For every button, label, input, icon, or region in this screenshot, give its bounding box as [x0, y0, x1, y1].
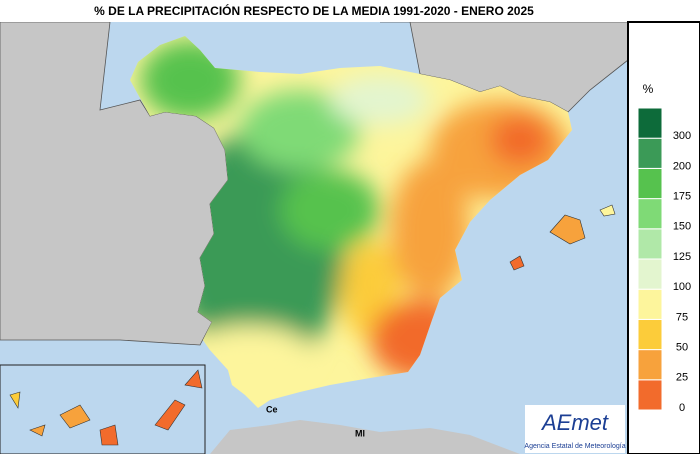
legend-tick-label: 200 — [673, 160, 691, 172]
title-bar — [0, 0, 700, 22]
legend-swatch — [637, 379, 663, 411]
legend-swatch — [637, 318, 663, 351]
title: % DE LA PRECIPITACIÓN RESPECTO DE LA MED… — [94, 3, 534, 18]
melilla-label: Ml — [355, 428, 365, 438]
legend-tick-label: 175 — [673, 191, 691, 203]
legend-swatch — [637, 137, 663, 169]
legend-tick-label: 150 — [673, 221, 691, 233]
legend-tick-label: 25 — [676, 372, 688, 384]
canary-islands — [9, 369, 203, 446]
logo-name: AEmet — [540, 410, 609, 435]
legend-tick-label: 125 — [673, 251, 691, 263]
legend-swatch — [637, 107, 663, 139]
balearic-islands — [509, 204, 616, 271]
legend-tick-label: 50 — [676, 342, 688, 354]
legend-swatch — [637, 167, 663, 200]
logo-subtitle: Agencia Estatal de Meteorología — [524, 443, 625, 450]
legend-tick-label: 300 — [673, 130, 691, 142]
logo-box — [525, 405, 625, 453]
legend-unit: % — [643, 82, 654, 96]
legend-tick-label: 100 — [673, 281, 691, 293]
legend-swatch — [637, 198, 663, 230]
legend-swatch — [637, 288, 663, 320]
legend-swatch — [637, 228, 663, 260]
legend-swatch — [637, 349, 663, 381]
legend-tick-label: 75 — [676, 311, 688, 323]
legend-tick-label: 0 — [679, 402, 685, 414]
legend-swatch — [637, 258, 663, 290]
ceuta-label: Ce — [266, 404, 278, 414]
africa — [210, 420, 520, 454]
